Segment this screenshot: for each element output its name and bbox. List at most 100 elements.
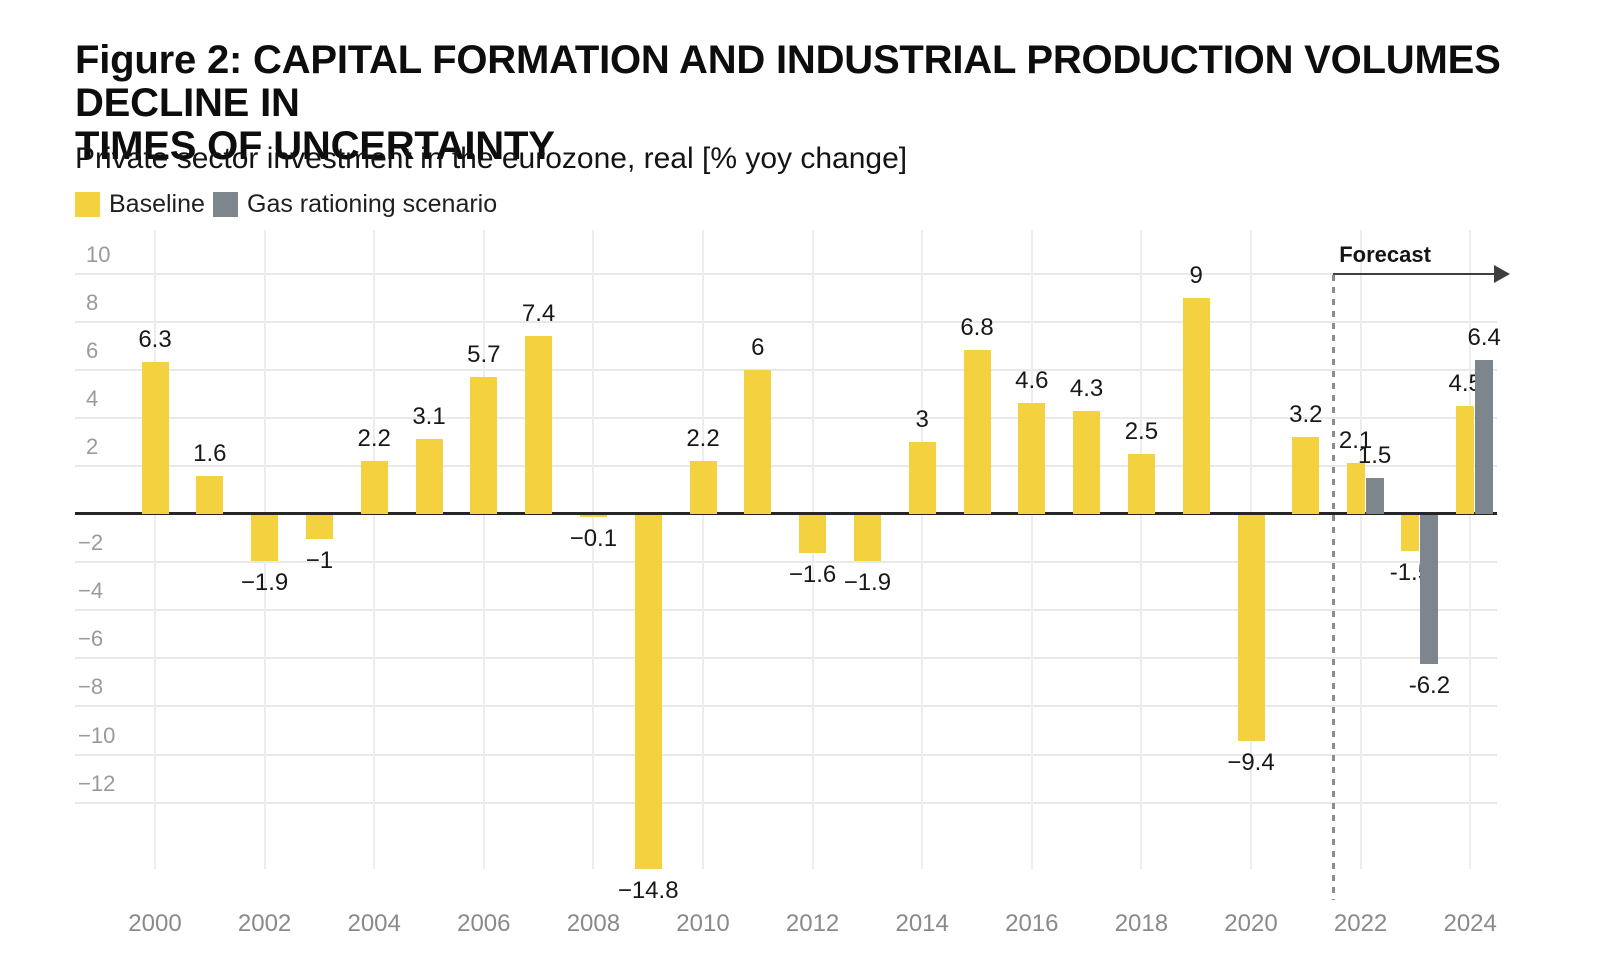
bar-value-label: 3.2 <box>1289 401 1323 429</box>
legend-item-baseline: Baseline <box>75 189 205 218</box>
y-axis-tick-label: 4 <box>86 385 99 411</box>
x-axis-tick-label: 2016 <box>1005 910 1059 937</box>
gridline-horizontal <box>75 368 1497 371</box>
bar-value-label: 6.3 <box>138 326 172 354</box>
legend-item-gas-rationing: Gas rationing scenario <box>213 189 498 218</box>
y-axis-tick-label: 6 <box>86 337 99 363</box>
bar-baseline-2022 <box>1346 463 1365 514</box>
figure-subtitle: Private sector investment in the eurozon… <box>75 142 908 175</box>
bar-baseline-2007 <box>525 336 553 514</box>
figure-title-line2: TIMES OF UNCERTAINTY <box>75 124 555 168</box>
y-axis-tick-label: 8 <box>86 289 99 315</box>
bar-value-label: 7.4 <box>521 300 556 328</box>
bar-baseline-2012 <box>799 515 827 554</box>
bar-baseline-2018 <box>1127 453 1155 514</box>
bar-baseline-2024 <box>1456 405 1475 514</box>
gridline-horizontal <box>75 464 1497 467</box>
bar-value-label: −1.9 <box>843 568 892 596</box>
gridline-vertical <box>1140 230 1143 869</box>
bar-value-label: 9 <box>1189 261 1203 289</box>
bar-value-label: -6.2 <box>1408 672 1451 700</box>
bar-baseline-2019 <box>1182 297 1210 514</box>
figure-title-line1: Figure 2: CAPITAL FORMATION AND INDUSTRI… <box>75 38 1501 125</box>
bar-baseline-2023 <box>1401 515 1420 552</box>
gridline-vertical <box>1030 230 1033 869</box>
bar-baseline-2008 <box>579 515 607 518</box>
legend-swatch-gas-rationing <box>213 191 238 217</box>
bar-scenario-2024 <box>1475 360 1494 514</box>
gridline-horizontal <box>75 801 1497 804</box>
x-axis-tick-label: 2022 <box>1333 910 1388 937</box>
bar-baseline-2020 <box>1237 515 1265 742</box>
x-axis-tick-label: 2014 <box>895 910 949 937</box>
gridline-horizontal <box>75 657 1497 660</box>
x-axis-tick-label: 2024 <box>1443 910 1497 937</box>
x-axis-tick-label: 2010 <box>676 910 730 937</box>
bar-baseline-2009 <box>634 515 662 869</box>
bar-value-label: −0.1 <box>569 525 618 553</box>
forecast-label: Forecast <box>1339 242 1431 267</box>
bar-baseline-2006 <box>470 376 498 514</box>
forecast-arrow <box>1333 273 1494 275</box>
x-axis-tick-label: 2002 <box>237 910 292 937</box>
y-axis-tick-label: −2 <box>78 530 104 556</box>
gridline-horizontal <box>75 561 1497 564</box>
gridline-vertical <box>921 230 924 869</box>
x-axis-tick-label: 2000 <box>128 910 182 937</box>
bar-value-label: −1.9 <box>240 568 289 596</box>
bar-baseline-2003 <box>305 515 333 540</box>
bar-value-label: 3.1 <box>412 403 446 431</box>
bar-baseline-2016 <box>1018 403 1046 514</box>
legend-label-gas-rationing: Gas rationing scenario <box>247 189 498 218</box>
gridline-horizontal <box>75 753 1497 756</box>
bar-value-label: −1.6 <box>788 561 837 589</box>
gridline-horizontal <box>75 320 1497 323</box>
bar-value-label: 2.5 <box>1124 417 1159 445</box>
y-axis-tick-label: −8 <box>78 674 104 700</box>
gridline-vertical <box>154 230 156 869</box>
bar-value-label: 2.2 <box>357 425 391 453</box>
bar-value-label: 6.8 <box>960 314 994 342</box>
gridline-vertical <box>482 230 485 869</box>
x-axis-tick-label: 2020 <box>1224 910 1278 937</box>
bar-baseline-2021 <box>1292 437 1320 514</box>
x-axis-tick-label: 2006 <box>457 910 511 937</box>
bar-value-label: 4.3 <box>1069 374 1104 402</box>
bar-value-label: 3 <box>915 405 929 433</box>
y-axis-tick-label: 10 <box>86 241 111 267</box>
bar-baseline-2004 <box>360 461 388 514</box>
y-axis-tick-label: −4 <box>78 578 104 604</box>
bar-scenario-2023 <box>1420 515 1439 665</box>
bar-value-label: 5.7 <box>467 340 501 368</box>
bar-value-label: 4.6 <box>1015 367 1049 395</box>
bar-value-label: 2.1 <box>1338 427 1373 455</box>
bar-baseline-2002 <box>251 515 279 561</box>
forecast-arrowhead-icon <box>1494 265 1510 283</box>
bar-value-label: 1.5 <box>1357 441 1392 469</box>
bar-value-label: −1 <box>305 547 334 575</box>
x-axis-tick-label: 2012 <box>785 910 840 937</box>
forecast-divider-line <box>1331 275 1335 900</box>
x-axis-tick-label: 2004 <box>347 910 401 937</box>
bar-value-label: −9.4 <box>1227 749 1275 777</box>
gridline-vertical <box>1359 230 1362 869</box>
y-axis-tick-label: −6 <box>78 626 104 652</box>
gridline-vertical <box>702 230 704 869</box>
gridline-horizontal <box>75 416 1497 419</box>
bar-value-label: 6 <box>751 333 765 361</box>
bar-baseline-2010 <box>689 461 717 514</box>
bar-value-label: 2.2 <box>686 425 720 453</box>
legend-swatch-baseline <box>75 191 100 217</box>
gridline-vertical <box>592 230 595 869</box>
bar-baseline-2000 <box>141 362 169 514</box>
bar-scenario-2022 <box>1365 477 1384 514</box>
bar-value-label: −14.8 <box>617 877 679 904</box>
x-axis-tick-label: 2018 <box>1114 910 1169 937</box>
bar-value-label: 1.6 <box>193 439 227 467</box>
bar-baseline-2017 <box>1073 410 1101 514</box>
bar-value-label: -1.5 <box>1389 559 1432 587</box>
bar-baseline-2005 <box>415 439 443 514</box>
legend-label-baseline: Baseline <box>109 189 205 218</box>
x-axis-zero-line <box>75 512 1497 515</box>
